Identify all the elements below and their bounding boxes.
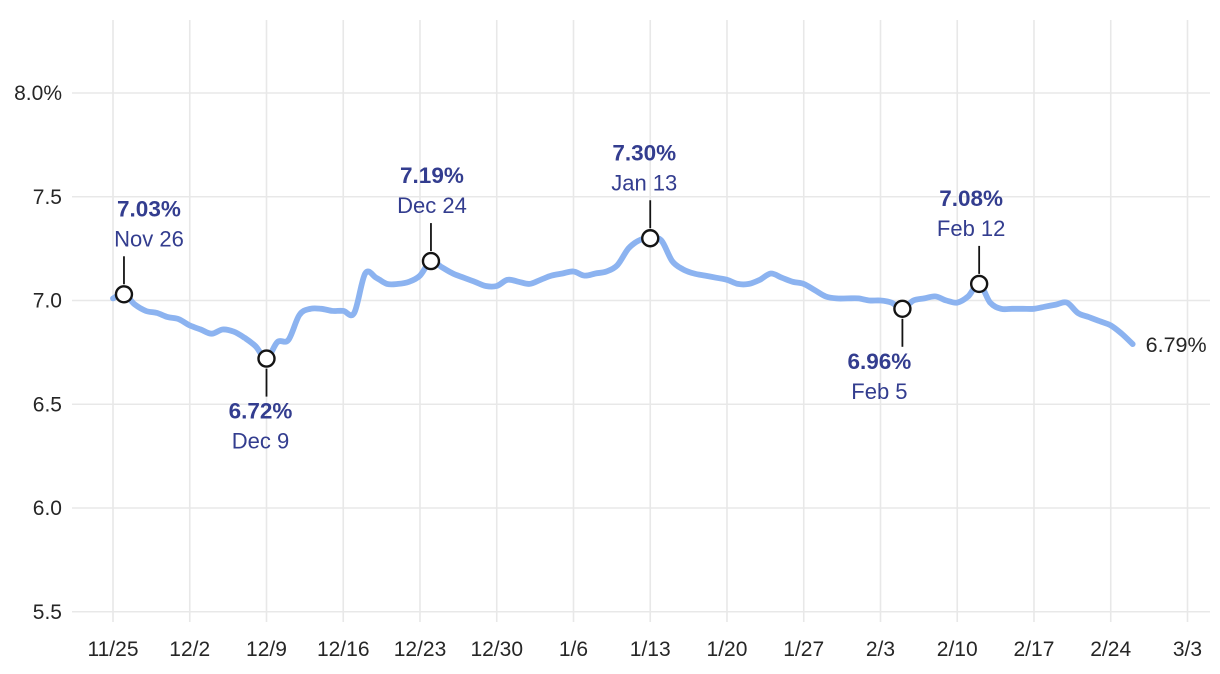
annotation-date-label: Nov 26 bbox=[114, 226, 184, 251]
x-axis-tick-label: 1/6 bbox=[559, 638, 588, 661]
data-point-marker bbox=[257, 349, 276, 368]
annotation-value-label: 7.03% bbox=[117, 196, 181, 221]
x-axis-tick-label: 12/2 bbox=[169, 638, 210, 661]
y-axis-tick-label: 7.5 bbox=[33, 186, 62, 209]
annotation-value-label: 7.08% bbox=[939, 186, 1003, 211]
x-axis-tick-label: 11/25 bbox=[88, 638, 139, 661]
y-axis-tick-label: 6.5 bbox=[33, 393, 62, 416]
rate-line bbox=[110, 234, 1136, 362]
annotation-value-label: 7.30% bbox=[612, 140, 676, 165]
x-axis-tick-label: 2/3 bbox=[866, 638, 895, 661]
x-axis-tick-label: 2/24 bbox=[1090, 638, 1131, 661]
x-axis-tick-label: 1/13 bbox=[630, 638, 671, 661]
y-axis-tick-label: 8.0% bbox=[14, 82, 62, 105]
data-point-marker bbox=[893, 299, 912, 318]
x-axis-tick-label: 12/16 bbox=[317, 638, 370, 661]
x-axis-tick-label: 1/27 bbox=[783, 638, 824, 661]
y-axis-tick-label: 6.0 bbox=[33, 497, 62, 520]
annotation-date-label: Feb 5 bbox=[851, 379, 907, 404]
annotation-date-label: Feb 12 bbox=[937, 216, 1006, 241]
x-axis-tick-label: 1/20 bbox=[707, 638, 748, 661]
data-point-marker bbox=[641, 229, 660, 248]
annotation-date-label: Jan 13 bbox=[611, 170, 677, 195]
y-axis-tick-label: 5.5 bbox=[33, 601, 62, 624]
data-point-marker bbox=[969, 274, 989, 294]
annotation-value-label: 6.72% bbox=[229, 399, 293, 424]
annotation-date-label: Dec 9 bbox=[232, 429, 289, 454]
x-axis-tick-label: 12/9 bbox=[246, 638, 287, 661]
y-axis-tick-label: 7.0 bbox=[33, 290, 62, 313]
x-axis-tick-label: 2/10 bbox=[937, 638, 978, 661]
annotation-value-label: 7.19% bbox=[400, 163, 464, 188]
data-point-marker bbox=[421, 251, 441, 271]
data-point-marker bbox=[114, 285, 134, 304]
x-axis-tick-label: 2/17 bbox=[1014, 638, 1055, 661]
x-axis-tick-label: 3/3 bbox=[1173, 638, 1202, 661]
x-axis-tick-label: 12/30 bbox=[470, 638, 523, 661]
annotation-date-label: Dec 24 bbox=[397, 193, 467, 218]
x-axis-tick-label: 12/23 bbox=[394, 638, 447, 661]
end-value-label: 6.79% bbox=[1146, 333, 1207, 357]
annotation-value-label: 6.96% bbox=[848, 349, 912, 374]
